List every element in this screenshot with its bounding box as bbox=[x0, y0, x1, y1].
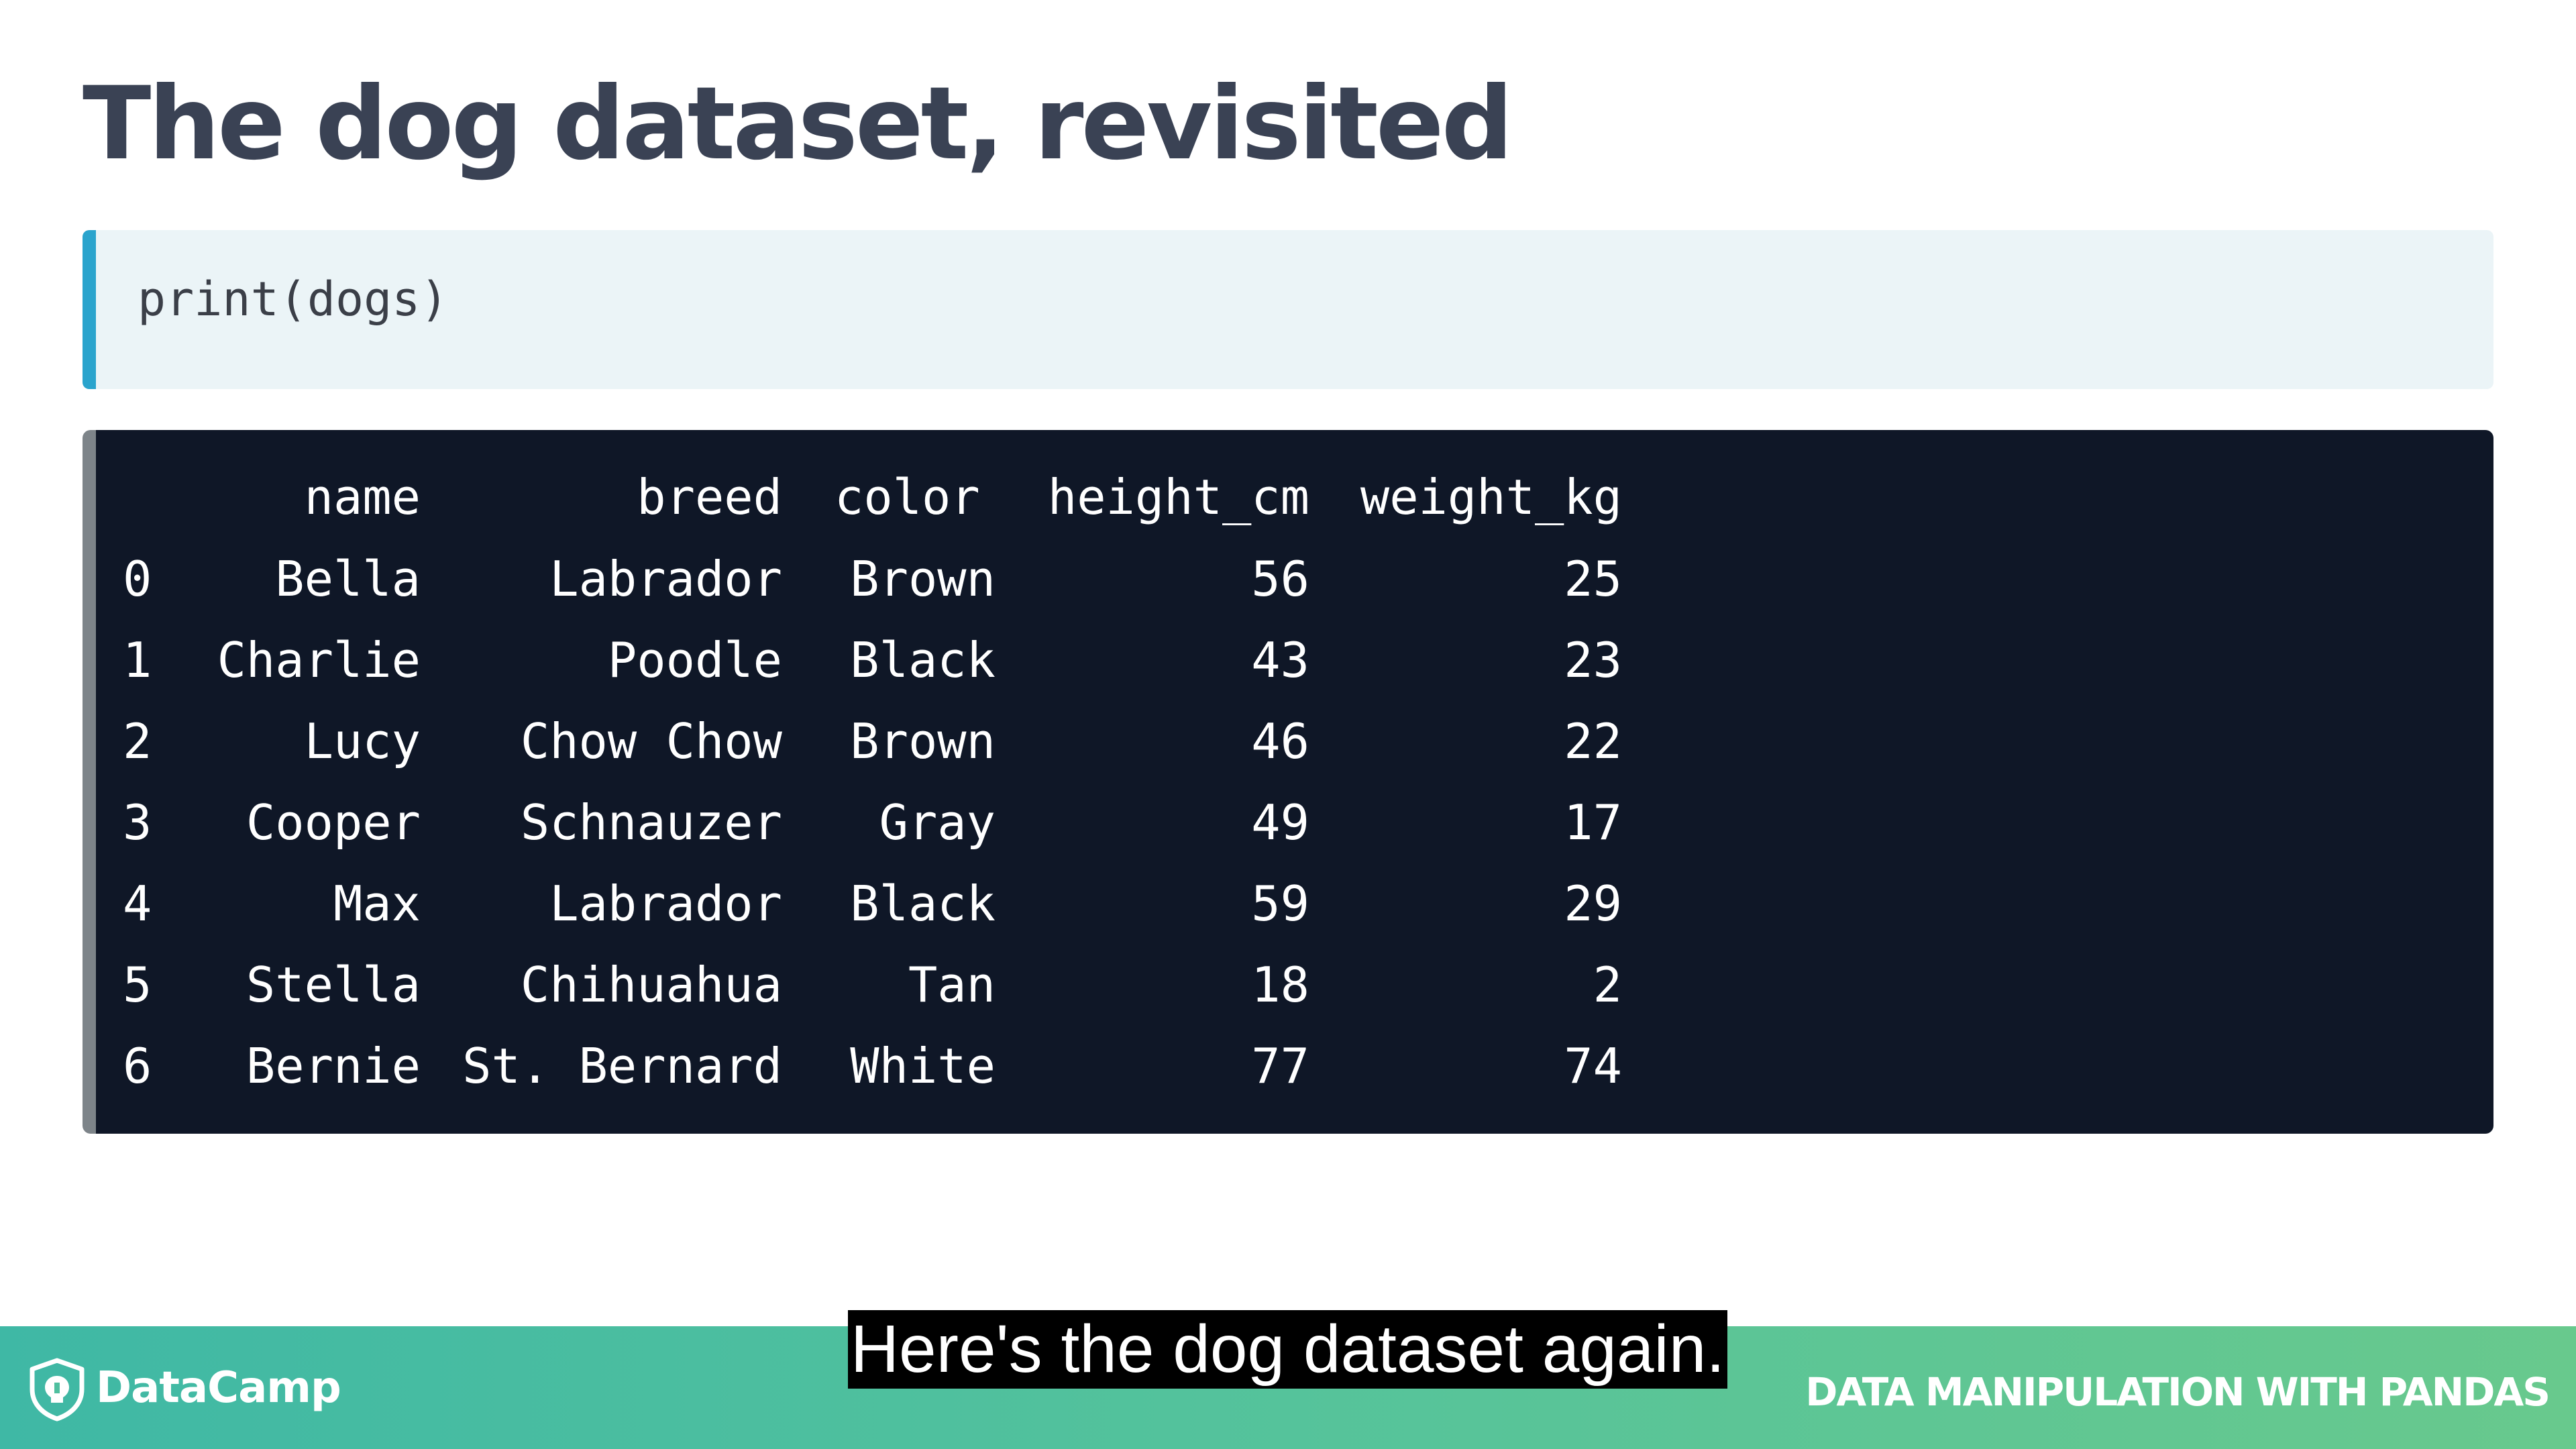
cell-weight: 2 bbox=[1593, 957, 1622, 1013]
cell-color: Tan bbox=[908, 957, 996, 1013]
cell-breed: St. Bernard bbox=[462, 1038, 782, 1094]
cell-color: Black bbox=[850, 632, 996, 688]
column-header-breed: breed bbox=[637, 469, 782, 525]
row-index: 4 bbox=[123, 875, 152, 932]
cell-name: Cooper bbox=[246, 794, 421, 851]
cell-height: 59 bbox=[1251, 875, 1309, 932]
cell-color: White bbox=[850, 1038, 996, 1094]
cell-name: Stella bbox=[246, 957, 421, 1013]
datacamp-shield-icon bbox=[30, 1358, 85, 1421]
footer-bar: DataCamp DATA MANIPULATION WITH PANDAS bbox=[0, 1326, 2576, 1449]
cell-weight: 29 bbox=[1564, 875, 1622, 932]
cell-weight: 25 bbox=[1564, 551, 1622, 607]
cell-weight: 17 bbox=[1564, 794, 1622, 851]
row-index: 1 bbox=[123, 632, 152, 688]
cell-breed: Labrador bbox=[549, 875, 782, 932]
output-block: name breed color height_cm weight_kg 0 Be… bbox=[83, 430, 2493, 1134]
row-index: 2 bbox=[123, 713, 152, 769]
row-index: 0 bbox=[123, 551, 152, 607]
column-header-name: name bbox=[304, 469, 421, 525]
cell-breed: Chihuahua bbox=[520, 957, 782, 1013]
cell-height: 43 bbox=[1251, 632, 1309, 688]
course-name: DATA MANIPULATION WITH PANDAS bbox=[1805, 1369, 2551, 1415]
subtitle-caption: Here's the dog dataset again. bbox=[848, 1310, 1727, 1389]
cell-height: 18 bbox=[1251, 957, 1309, 1013]
cell-weight: 22 bbox=[1564, 713, 1622, 769]
row-index: 5 bbox=[123, 957, 152, 1013]
cell-name: Bella bbox=[275, 551, 421, 607]
cell-breed: Schnauzer bbox=[520, 794, 782, 851]
column-header-height: height_cm bbox=[1047, 469, 1309, 525]
row-index: 6 bbox=[123, 1038, 152, 1094]
cell-weight: 74 bbox=[1564, 1038, 1622, 1094]
cell-breed: Chow Chow bbox=[520, 713, 782, 769]
cell-height: 46 bbox=[1251, 713, 1309, 769]
logo-text: DataCamp bbox=[96, 1363, 341, 1413]
slide-title: The dog dataset, revisited bbox=[83, 66, 1513, 182]
cell-height: 56 bbox=[1251, 551, 1309, 607]
column-header-weight: weight_kg bbox=[1360, 469, 1622, 525]
cell-name: Charlie bbox=[217, 632, 421, 688]
cell-color: Black bbox=[850, 875, 996, 932]
code-block: print(dogs) bbox=[83, 230, 2493, 389]
row-index: 3 bbox=[123, 794, 152, 851]
cell-weight: 23 bbox=[1564, 632, 1622, 688]
cell-breed: Labrador bbox=[549, 551, 782, 607]
cell-breed: Poodle bbox=[607, 632, 782, 688]
code-line: print(dogs) bbox=[138, 272, 449, 327]
cell-color: Brown bbox=[850, 551, 996, 607]
cell-height: 77 bbox=[1251, 1038, 1309, 1094]
cell-name: Max bbox=[333, 875, 421, 932]
cell-color: Gray bbox=[879, 794, 996, 851]
cell-name: Lucy bbox=[304, 713, 421, 769]
cell-height: 49 bbox=[1251, 794, 1309, 851]
cell-color: Brown bbox=[850, 713, 996, 769]
column-header-color: color bbox=[835, 469, 980, 525]
cell-name: Bernie bbox=[246, 1038, 421, 1094]
